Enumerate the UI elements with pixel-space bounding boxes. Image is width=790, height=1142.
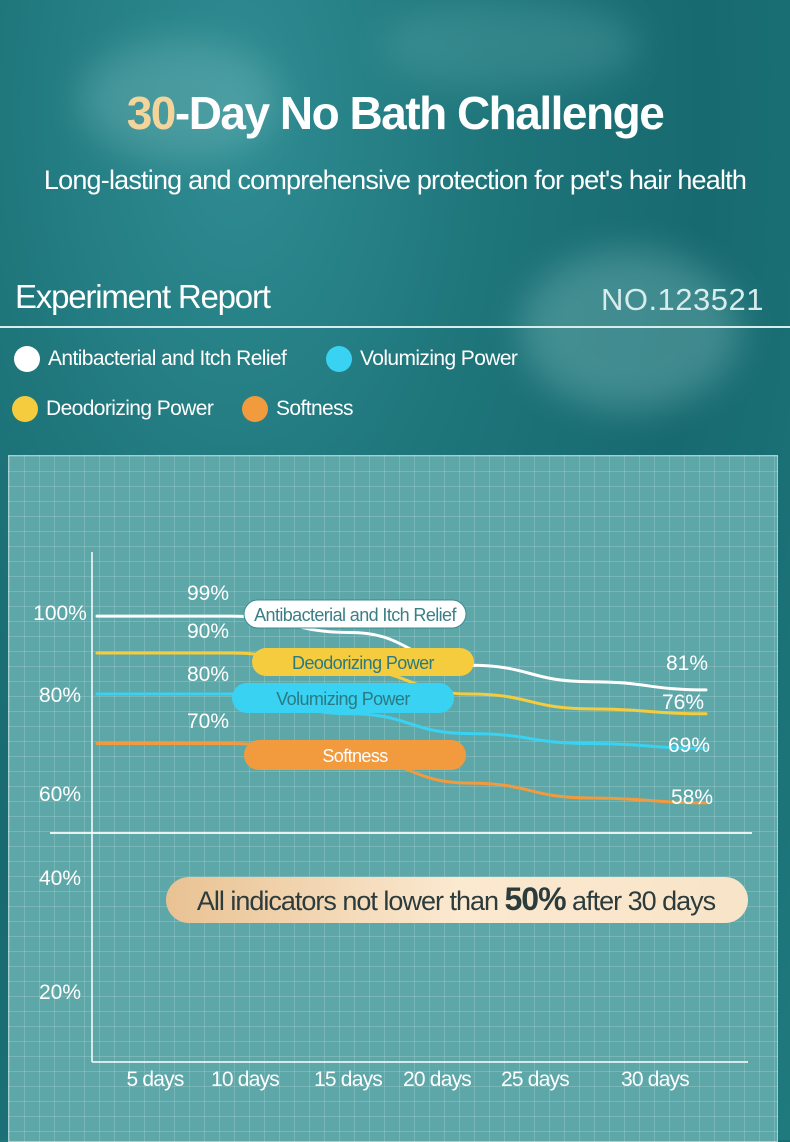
legend-label: Antibacterial and Itch Relief xyxy=(48,347,287,370)
series-name-pill xyxy=(243,599,467,629)
report-number: NO.123521 xyxy=(600,282,764,317)
annotation-highlight: 50% xyxy=(505,881,567,917)
data-label-start: 80% xyxy=(187,663,229,686)
legend-label: Softness xyxy=(276,397,354,420)
annotation-suffix: after 30 days xyxy=(566,886,716,916)
data-label-start: 99% xyxy=(187,582,229,605)
legend-dot-icon xyxy=(242,396,268,422)
data-label-start: 70% xyxy=(187,710,229,733)
y-tick-label: 20% xyxy=(39,981,81,1004)
data-label-start: 90% xyxy=(187,620,229,643)
x-tick-label: 5 days xyxy=(126,1068,183,1091)
background-blob xyxy=(520,250,740,410)
y-tick-label: 40% xyxy=(39,867,81,890)
legend-label: Deodorizing Power xyxy=(46,397,214,420)
annotation-prefix: All indicators not lower than xyxy=(197,886,505,916)
y-tick-label: 80% xyxy=(39,684,81,707)
data-label-end: 69% xyxy=(668,734,710,757)
x-tick-label: 30 days xyxy=(621,1068,689,1091)
legend-item-antibacterial: Antibacterial and Itch Relief xyxy=(14,346,287,372)
chart-panel xyxy=(8,455,778,1142)
report-title: Experiment Report xyxy=(15,278,271,315)
x-tick-label: 15 days xyxy=(314,1068,382,1091)
x-tick-label: 20 days xyxy=(403,1068,471,1091)
annotation-pill xyxy=(166,877,748,923)
page-subtitle: Long-lasting and comprehensive protectio… xyxy=(43,165,747,195)
legend-dot-icon xyxy=(14,346,40,372)
y-tick-label: 60% xyxy=(39,783,81,806)
series-name-pill xyxy=(244,740,466,770)
legend-item-volumizing: Volumizing Power xyxy=(326,346,518,372)
legend-item-softness: Softness xyxy=(242,396,354,422)
series-name-label: Volumizing Power xyxy=(276,689,410,709)
series-line-2 xyxy=(95,651,708,716)
series-name-label: Antibacterial and Itch Relief xyxy=(254,605,457,625)
legend-label: Volumizing Power xyxy=(360,347,518,370)
background-blob xyxy=(80,40,280,160)
x-tick-label: 25 days xyxy=(501,1068,569,1091)
series-name-label: Deodorizing Power xyxy=(292,653,434,673)
series-name-label: Softness xyxy=(322,746,388,766)
annotation-text: All indicators not lower than 50% after … xyxy=(197,881,716,917)
series-line-3 xyxy=(95,692,708,750)
data-label-end: 76% xyxy=(662,691,704,714)
x-tick-label: 10 days xyxy=(211,1068,279,1091)
background-blob xyxy=(380,0,640,90)
data-label-end: 81% xyxy=(666,652,708,675)
legend-item-deodorizing: Deodorizing Power xyxy=(12,396,214,422)
divider xyxy=(0,326,790,328)
y-tick-label: 100% xyxy=(33,602,87,625)
legend-dot-icon xyxy=(326,346,352,372)
page-title: 30-Day No Bath Challenge xyxy=(126,87,665,139)
legend-dot-icon xyxy=(12,396,38,422)
series-name-pill xyxy=(252,648,474,676)
data-label-end: 58% xyxy=(671,786,713,809)
series-name-pill xyxy=(232,683,454,713)
